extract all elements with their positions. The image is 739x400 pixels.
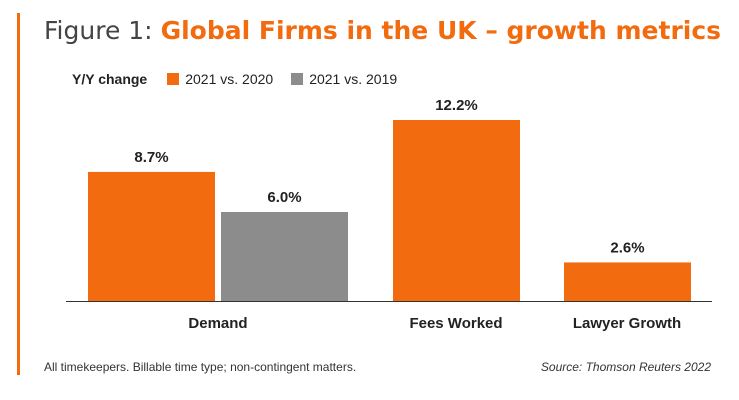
category-label-lawyer-growth: Lawyer Growth: [573, 315, 681, 332]
data-label-demand-series-2: 6.0%: [267, 189, 301, 206]
bar-demand-series-2: [221, 211, 348, 301]
category-label-demand: Demand: [188, 315, 247, 332]
legend: Y/Y change 2021 vs. 2020 2021 vs. 2019: [72, 69, 415, 89]
legend-label-2020: 2021 vs. 2020: [185, 71, 274, 87]
bar-fees-worked-series-1: [393, 120, 520, 301]
legend-item-2020: 2021 vs. 2020: [167, 71, 273, 87]
legend-item-2019: 2021 vs. 2019: [291, 71, 397, 87]
data-label-fees-worked-series-1: 12.2%: [435, 97, 478, 114]
legend-swatch-2019: [291, 73, 304, 85]
legend-label-2019: 2021 vs. 2019: [309, 71, 398, 87]
footnote: All timekeepers. Billable time type; non…: [44, 360, 357, 374]
figure-title: Global Firms in the UK – growth metrics: [160, 16, 722, 45]
legend-caption: Y/Y change: [72, 71, 148, 87]
legend-swatch-2020: [167, 73, 180, 85]
figure-prefix: Figure 1:: [44, 16, 153, 45]
chart-title: Figure 1: Global Firms in the UK – growt…: [44, 14, 721, 48]
bar-lawyer-growth-series-1: [564, 262, 691, 301]
source-note: Source: Thomson Reuters 2022: [540, 360, 711, 374]
data-label-lawyer-growth-series-1: 2.6%: [610, 239, 644, 256]
bar-demand-series-1: [88, 171, 215, 301]
data-label-demand-series-1: 8.7%: [134, 149, 168, 166]
accent-bar: [17, 13, 20, 375]
category-label-fees-worked: Fees Worked: [409, 315, 502, 332]
